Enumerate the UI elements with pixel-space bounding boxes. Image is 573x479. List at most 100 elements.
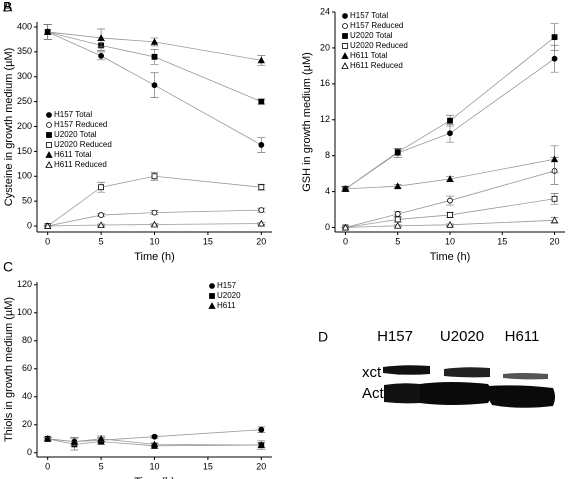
x-tick-label: 10 — [149, 461, 159, 471]
marker — [446, 220, 454, 228]
y-tick-label: 0 — [27, 447, 32, 457]
legend-label: U2020 Total — [54, 130, 97, 139]
y-tick-label: 16 — [320, 78, 330, 88]
legend-marker — [208, 302, 216, 309]
legend-marker — [209, 293, 215, 299]
legend-label: H611 Reduced — [350, 61, 403, 70]
marker — [341, 223, 350, 231]
marker — [258, 426, 265, 433]
lane-label: H157 — [377, 328, 413, 345]
panel-label: A — [3, 0, 13, 15]
series-line — [345, 36, 555, 190]
y-axis-label: Cysteine in growth medium (µM) — [3, 48, 15, 207]
marker — [551, 195, 558, 202]
marker — [44, 222, 52, 229]
y-tick-label: 60 — [22, 363, 32, 373]
blot-band — [384, 383, 420, 404]
blot-band — [383, 365, 430, 375]
marker — [341, 185, 350, 192]
x-axis-label: Time (h) — [430, 251, 471, 263]
series-line — [47, 209, 262, 227]
y-tick-label: 300 — [17, 71, 32, 81]
x-tick-label: 15 — [203, 236, 213, 246]
blot-band — [503, 373, 548, 380]
marker — [551, 34, 558, 41]
legend-label: H157 Total — [350, 11, 388, 20]
y-tick-label: 12 — [320, 114, 330, 124]
legend-label: H611 Reduced — [54, 160, 107, 169]
legend-label: U2020 Reduced — [350, 41, 408, 50]
legend-marker — [341, 62, 349, 69]
marker — [550, 155, 559, 163]
blot-band — [487, 385, 555, 408]
x-tick-label: 0 — [45, 236, 50, 246]
y-tick-label: 80 — [22, 335, 32, 345]
y-tick-label: 24 — [320, 6, 330, 16]
legend-marker — [46, 132, 52, 138]
blot-band — [417, 382, 492, 405]
lane-label: H611 — [505, 328, 540, 345]
x-tick-label: 10 — [149, 236, 159, 246]
series-line — [47, 31, 262, 146]
row-label: xct — [362, 364, 382, 381]
panel-label: B — [3, 0, 12, 15]
legend-label: H157 Total — [54, 110, 92, 119]
y-tick-label: 250 — [17, 96, 32, 106]
y-tick-label: 4 — [325, 186, 330, 196]
series-line — [345, 158, 555, 190]
marker — [394, 211, 401, 217]
series-line — [345, 170, 555, 228]
legend-label: U2020 Reduced — [54, 140, 112, 149]
panel-label: D — [318, 329, 328, 345]
legend-label: H157 Reduced — [54, 120, 107, 129]
y-tick-label: 40 — [22, 391, 32, 401]
marker — [394, 182, 402, 190]
legend-marker — [46, 122, 52, 128]
y-tick-label: 120 — [17, 279, 32, 289]
x-tick-label: 0 — [45, 461, 50, 471]
marker — [98, 52, 104, 59]
marker — [44, 28, 52, 35]
y-tick-label: 200 — [17, 121, 32, 131]
marker — [446, 175, 454, 182]
y-tick-label: 20 — [320, 42, 330, 52]
marker — [150, 220, 159, 228]
y-tick-label: 50 — [22, 196, 32, 206]
legend-marker — [342, 33, 348, 39]
marker — [447, 130, 453, 137]
marker — [97, 434, 105, 442]
marker — [151, 53, 158, 60]
y-tick-label: 350 — [17, 46, 32, 56]
y-tick-label: 0 — [27, 220, 32, 230]
legend-marker — [342, 23, 348, 29]
legend-marker — [342, 13, 348, 19]
y-tick-label: 8 — [325, 150, 330, 160]
marker — [258, 98, 265, 105]
x-tick-label: 5 — [395, 236, 400, 246]
marker — [550, 216, 559, 224]
legend-marker — [341, 52, 349, 59]
marker — [97, 34, 105, 41]
legend-marker — [342, 43, 348, 49]
marker — [257, 441, 265, 448]
x-tick-label: 5 — [99, 236, 104, 246]
series-line — [345, 198, 555, 228]
x-tick-label: 5 — [99, 461, 104, 471]
marker — [70, 437, 79, 445]
y-tick-label: 20 — [22, 419, 32, 429]
marker — [447, 212, 453, 218]
marker — [447, 197, 453, 204]
legend-label: U2020 — [217, 291, 241, 300]
marker — [258, 184, 265, 191]
y-tick-label: 150 — [17, 146, 32, 156]
x-tick-label: 15 — [497, 236, 507, 246]
marker — [394, 221, 402, 229]
marker — [257, 56, 265, 64]
series-line — [345, 219, 555, 228]
legend-label: H611 Total — [350, 51, 388, 60]
series-line — [47, 223, 262, 227]
marker — [394, 216, 401, 223]
marker — [394, 149, 401, 155]
x-tick-label: 20 — [550, 236, 560, 246]
y-tick-label: 100 — [17, 307, 32, 317]
